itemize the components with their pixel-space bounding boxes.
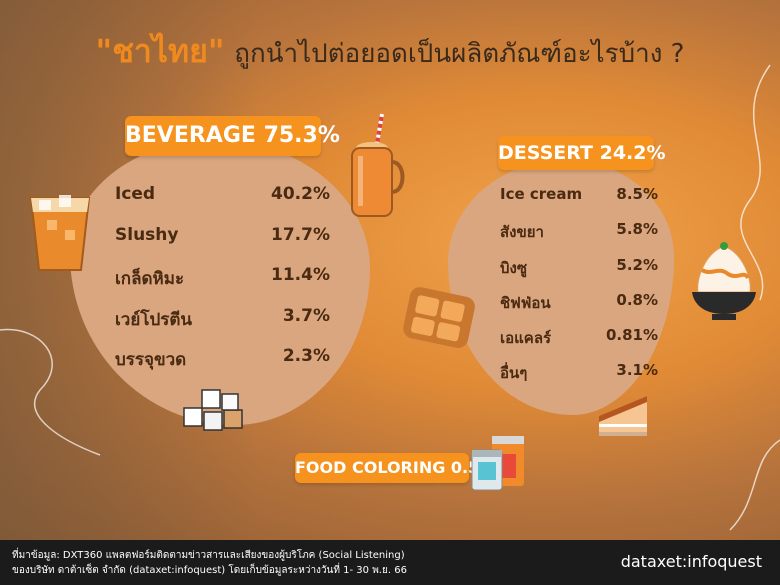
row-label: เกล็ดหิมะ	[115, 269, 185, 289]
row-label: ชิฟฟ่อน	[500, 294, 551, 312]
row-label: บิงซู	[500, 259, 528, 277]
mason-jar-drink-icon	[351, 113, 405, 217]
beverage-row: เกล็ดหิมะ 11.4%	[115, 265, 330, 292]
toast-bread-icon	[403, 287, 475, 349]
row-label: อื่นๆ	[500, 364, 528, 382]
row-label: สังขยา	[500, 223, 544, 241]
beverage-row: เวย์โปรตีน 3.7%	[115, 306, 330, 333]
row-value: 0.81%	[605, 326, 658, 344]
row-value: 40.2%	[271, 184, 330, 204]
source-line-1: ที่มาข้อมูล: DXT360 แพลตฟอร์มติดตามข่าวส…	[12, 550, 405, 561]
row-value: 11.4%	[271, 265, 330, 285]
dessert-label: DESSERT 24.2%	[498, 136, 666, 170]
title-rest: ถูกนำไปต่อยอดเป็นผลิตภัณฑ์อะไรบ้าง ?	[234, 39, 685, 69]
beverage-panel	[70, 140, 370, 425]
iced-tea-glass-icon	[29, 195, 91, 271]
decorative-curve-left	[0, 328, 101, 456]
row-value: 5.8%	[616, 220, 658, 238]
brand-logo: dataxet:infoquest	[620, 552, 762, 571]
row-value: 3.7%	[282, 306, 330, 326]
row-value: 8.5%	[616, 185, 658, 203]
row-label: Iced	[115, 184, 156, 204]
dessert-row: Ice cream 8.5%	[500, 185, 658, 203]
row-value: 0.8%	[616, 291, 658, 309]
sugar-cubes-icon	[183, 389, 243, 431]
footer-bar	[0, 540, 780, 585]
row-label: เวย์โปรตีน	[115, 310, 193, 330]
row-label: เอแคลร์	[500, 329, 552, 347]
row-label: Ice cream	[500, 185, 583, 203]
beverage-row: Iced 40.2%	[115, 184, 330, 204]
dessert-panel	[448, 160, 674, 415]
food-coloring-label: FOOD COLORING 0.5 %	[295, 453, 501, 483]
food-coloring-cans-icon	[471, 436, 524, 491]
row-value: 3.1%	[616, 361, 658, 379]
row-label: บรรจุขวด	[115, 350, 187, 370]
dessert-row: เอแคลร์ 0.81%	[500, 326, 658, 350]
title-highlight: "ชาไทย"	[95, 32, 225, 70]
beverage-row: Slushy 17.7%	[115, 225, 330, 245]
cake-slice-icon	[599, 396, 647, 436]
decorative-curve-right	[729, 64, 780, 531]
bingsu-bowl-icon	[692, 242, 756, 320]
row-value: 17.7%	[271, 225, 330, 245]
source-note: ที่มาข้อมูล: DXT360 แพลตฟอร์มติดตามข่าวส…	[12, 548, 407, 578]
page-title: "ชาไทย" ถูกนำไปต่อยอดเป็นผลิตภัณฑ์อะไรบ้…	[0, 26, 780, 77]
source-line-2: ของบริษัท ดาต้าเซ็ต จำกัด (dataxet:infoq…	[12, 565, 407, 576]
dessert-row: ชิฟฟ่อน 0.8%	[500, 291, 658, 315]
row-value: 2.3%	[282, 346, 330, 366]
dessert-row: อื่นๆ 3.1%	[500, 361, 658, 385]
row-label: Slushy	[115, 225, 179, 245]
dessert-row: สังขยา 5.8%	[500, 220, 658, 244]
dessert-row: บิงซู 5.2%	[500, 256, 658, 280]
beverage-row: บรรจุขวด 2.3%	[115, 346, 330, 373]
row-value: 5.2%	[616, 256, 658, 274]
beverage-label: BEVERAGE 75.3%	[125, 116, 340, 156]
